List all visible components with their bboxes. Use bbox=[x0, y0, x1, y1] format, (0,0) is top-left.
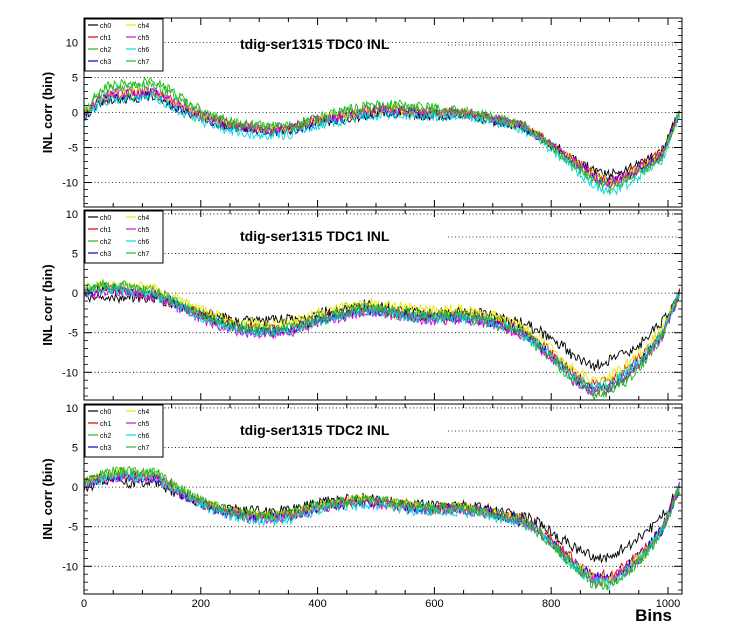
x-tick-label: 0 bbox=[81, 598, 87, 610]
legend-label-ch7: ch7 bbox=[138, 251, 149, 258]
legend-label-ch6: ch6 bbox=[138, 433, 149, 440]
legend-label-ch6: ch6 bbox=[138, 47, 149, 54]
legend-label-ch5: ch5 bbox=[138, 35, 149, 42]
legend-label-ch7: ch7 bbox=[138, 445, 149, 452]
series-line-ch7 bbox=[84, 80, 681, 194]
legend-label-ch2: ch2 bbox=[100, 239, 111, 246]
y-tick-label: 0 bbox=[72, 288, 78, 300]
x-axis-label: Bins bbox=[635, 606, 672, 622]
legend-label-ch3: ch3 bbox=[100, 251, 111, 258]
legend-label-ch5: ch5 bbox=[138, 421, 149, 428]
y-tick-label: 10 bbox=[66, 38, 78, 50]
chart-title: tdig-ser1315 TDC2 INL bbox=[240, 422, 390, 438]
plot-frame bbox=[83, 403, 683, 595]
series-line-ch5 bbox=[84, 85, 681, 189]
y-axis-label: INL corr (bin) bbox=[40, 458, 55, 539]
legend-box bbox=[84, 210, 164, 264]
legend: ch0 ch1 ch2 ch3 ch4 ch5 ch6 ch7 bbox=[84, 210, 164, 264]
legend-label-ch1: ch1 bbox=[100, 35, 111, 42]
x-tick-label: 800 bbox=[542, 598, 560, 610]
series-line-ch7 bbox=[84, 466, 680, 591]
series-line-ch0 bbox=[84, 288, 681, 371]
series-group bbox=[84, 278, 681, 400]
y-tick-label: 5 bbox=[72, 73, 78, 85]
legend-box bbox=[84, 18, 164, 72]
chart-title: tdig-ser1315 TDC0 INL bbox=[240, 36, 390, 52]
y-tick-label: 5 bbox=[72, 443, 78, 455]
chart-panel-0: -10 -5 0 5 10 INL corr (bin) tdig-ser1315 TDC0… bbox=[40, 17, 683, 208]
series-line-ch4 bbox=[84, 278, 681, 387]
legend-label-ch0: ch0 bbox=[100, 409, 111, 416]
series-line-ch6 bbox=[84, 90, 681, 196]
legend-label-ch4: ch4 bbox=[138, 215, 149, 222]
y-tick-label: -5 bbox=[68, 328, 78, 340]
y-tick-label: 5 bbox=[72, 249, 78, 261]
plot-frame bbox=[83, 209, 683, 401]
y-tick-label: 10 bbox=[66, 209, 78, 221]
chart-panel-1: -10 -5 0 5 10 INL corr (bin) tdig-ser1315 TDC1… bbox=[40, 209, 683, 401]
x-tick-label: 200 bbox=[192, 598, 210, 610]
legend-label-ch0: ch0 bbox=[100, 215, 111, 222]
legend-label-ch7: ch7 bbox=[138, 59, 149, 66]
legend-label-ch2: ch2 bbox=[100, 47, 111, 54]
legend-label-ch3: ch3 bbox=[100, 59, 111, 66]
y-axis-label: INL corr (bin) bbox=[40, 72, 55, 153]
legend-label-ch5: ch5 bbox=[138, 227, 149, 234]
series-group bbox=[84, 466, 681, 591]
legend-label-ch4: ch4 bbox=[138, 23, 149, 30]
y-tick-label: -10 bbox=[62, 561, 78, 573]
y-tick-label: -10 bbox=[62, 367, 78, 379]
legend-label-ch6: ch6 bbox=[138, 239, 149, 246]
legend: ch0 ch1 ch2 ch3 ch4 ch5 ch6 ch7 bbox=[84, 404, 164, 458]
y-tick-label: 0 bbox=[72, 108, 78, 120]
legend: ch0 ch1 ch2 ch3 ch4 ch5 ch6 ch7 bbox=[84, 18, 164, 72]
x-tick-label: 400 bbox=[308, 598, 326, 610]
chart-title: tdig-ser1315 TDC1 INL bbox=[240, 228, 390, 244]
x-tick-label: 600 bbox=[425, 598, 443, 610]
series-line-ch7 bbox=[84, 279, 680, 396]
legend-label-ch1: ch1 bbox=[100, 421, 111, 428]
y-tick-label: -5 bbox=[68, 522, 78, 534]
legend-label-ch3: ch3 bbox=[100, 445, 111, 452]
y-tick-label: 0 bbox=[72, 482, 78, 494]
x-tick-label: 1000 bbox=[656, 598, 680, 610]
y-tick-label: -5 bbox=[68, 143, 78, 155]
y-tick-label: -10 bbox=[62, 178, 78, 190]
legend-label-ch1: ch1 bbox=[100, 227, 111, 234]
legend-label-ch2: ch2 bbox=[100, 433, 111, 440]
series-group bbox=[84, 76, 681, 196]
y-tick-label: 10 bbox=[66, 403, 78, 415]
legend-label-ch0: ch0 bbox=[100, 23, 111, 30]
legend-box bbox=[84, 404, 164, 458]
y-axis-label: INL corr (bin) bbox=[40, 264, 55, 345]
legend-label-ch4: ch4 bbox=[138, 409, 149, 416]
